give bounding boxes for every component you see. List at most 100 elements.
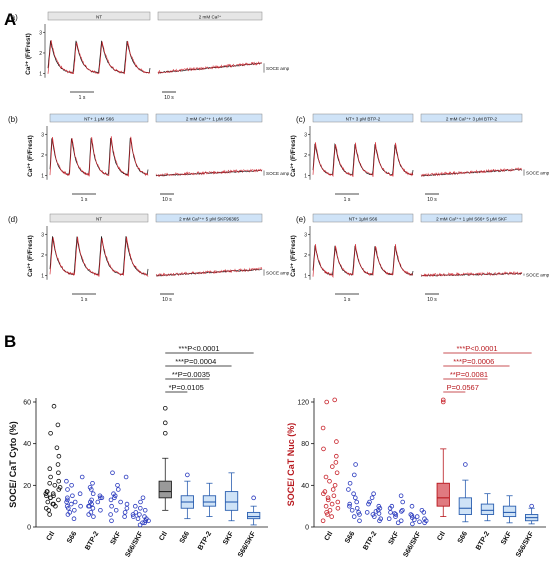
data-point <box>110 470 115 476</box>
y-tick-label: 1 <box>41 174 44 180</box>
data-point <box>333 460 339 465</box>
data-point <box>331 493 337 499</box>
data-point <box>71 516 77 521</box>
data-point <box>357 518 362 524</box>
transient-trace-red <box>312 142 414 178</box>
baseline-trace-red <box>420 271 523 278</box>
data-point <box>334 439 339 444</box>
category-label: Ctl <box>158 530 169 542</box>
data-point <box>417 519 422 525</box>
data-point <box>346 487 351 492</box>
category-label: BTP-2 <box>197 530 213 551</box>
data-point <box>398 518 404 524</box>
y-tick-label: 20 <box>23 483 31 490</box>
data-point <box>325 497 331 503</box>
data-point <box>354 505 360 511</box>
scale-bar-label: 10 s <box>162 297 172 303</box>
data-point <box>111 491 116 497</box>
y-tick-label: 1 <box>41 274 44 280</box>
soce-amp-label: SOCE amp <box>526 273 550 278</box>
data-point <box>51 403 57 409</box>
significance-label: P=0.0567 <box>447 383 479 392</box>
data-point <box>357 512 362 517</box>
category-label: S66/SKF <box>124 530 145 559</box>
y-tick-label: 2 <box>39 51 42 57</box>
condition-label-right: 2 mM Ca²⁺ <box>199 14 222 19</box>
y-axis-label: Ca²⁺ (F/Frest) <box>27 235 34 277</box>
y-tick-label: 1 <box>304 274 307 280</box>
data-point <box>70 493 75 499</box>
transient-trace-black <box>49 137 149 176</box>
scale-bar-label: 1 s <box>81 297 88 303</box>
data-point <box>329 501 335 507</box>
data-point <box>65 487 70 492</box>
data-point <box>392 511 398 516</box>
data-point <box>50 501 56 507</box>
data-point <box>388 510 393 515</box>
data-point <box>98 507 103 513</box>
y-tick-label: 40 <box>301 483 309 490</box>
condition-box-left <box>49 213 149 223</box>
box <box>158 480 172 499</box>
data-point <box>400 507 405 513</box>
transient-trace-red <box>49 236 149 277</box>
data-point <box>47 466 53 472</box>
y-tick-label: 2 <box>304 253 307 259</box>
y-tick-label: 0 <box>27 525 31 532</box>
soce-amp-label: SOCE amp <box>266 171 290 176</box>
condition-label-right: 2 mM Ca²⁺+ 1 μM S66 <box>186 116 233 121</box>
outlier-point <box>185 472 190 478</box>
data-point <box>115 482 120 488</box>
data-point <box>98 495 103 501</box>
soce-amp-label: SOCE amp <box>266 271 290 276</box>
data-point <box>124 501 130 507</box>
data-point <box>399 509 404 514</box>
trace-panel-1: (b) NT+ 1 μM S66 2 mM Ca²⁺+ 1 μM S66 1 2 3 Ca²… <box>8 113 290 203</box>
condition-box-right <box>420 113 523 123</box>
category-label: S66/SKF <box>402 530 423 559</box>
data-point <box>48 474 53 480</box>
data-point <box>135 516 141 521</box>
transient-trace-red <box>312 243 414 278</box>
category-label: SKF <box>110 530 123 546</box>
trace-panel-id: (b) <box>8 115 18 124</box>
y-axis-label: Ca²⁺ (F/Frest) <box>27 135 34 177</box>
y-tick-label: 0 <box>305 525 309 532</box>
data-point <box>389 503 395 509</box>
data-point <box>369 495 375 501</box>
y-tick-label: 1 <box>304 174 307 180</box>
panel-b-label: B <box>4 332 16 351</box>
data-point <box>64 499 69 505</box>
trace-panel-3: (d) NT 2 mM Ca²⁺+ 5 μM SKF96365 1 2 3 Ca²⁺ (F/… <box>8 213 290 303</box>
data-point <box>116 487 121 492</box>
data-point <box>323 474 329 480</box>
y-axis-label: SOCE/ CaT Nuc (%) <box>286 423 296 507</box>
data-point <box>325 512 330 517</box>
y-tick-label: 2 <box>304 153 307 159</box>
y-tick-label: 80 <box>301 441 309 448</box>
outlier-point <box>162 420 168 426</box>
trace-panel-id: (d) <box>8 215 18 224</box>
condition-label-right: 2 mM Ca²⁺+ 1 μM S66+ 5 μM SKF <box>436 216 507 221</box>
y-axis-label: Ca²⁺ (F/Frest) <box>25 33 32 75</box>
data-point <box>47 495 53 501</box>
data-point <box>88 510 94 515</box>
outlier-point <box>440 399 446 405</box>
y-tick-label: 40 <box>23 441 31 448</box>
data-point <box>133 503 138 509</box>
data-point <box>393 514 398 519</box>
data-point <box>332 482 338 488</box>
data-point <box>89 497 94 503</box>
data-point <box>55 422 61 428</box>
scale-bar-label: 10 s <box>427 297 437 303</box>
data-point <box>65 497 70 503</box>
data-point <box>376 503 382 509</box>
condition-label-left: NT+ 3 μM BTP-2 <box>346 116 381 121</box>
data-point <box>69 482 74 488</box>
data-point <box>109 518 114 524</box>
data-point <box>140 520 145 526</box>
data-point <box>133 510 139 515</box>
data-point <box>353 462 358 467</box>
